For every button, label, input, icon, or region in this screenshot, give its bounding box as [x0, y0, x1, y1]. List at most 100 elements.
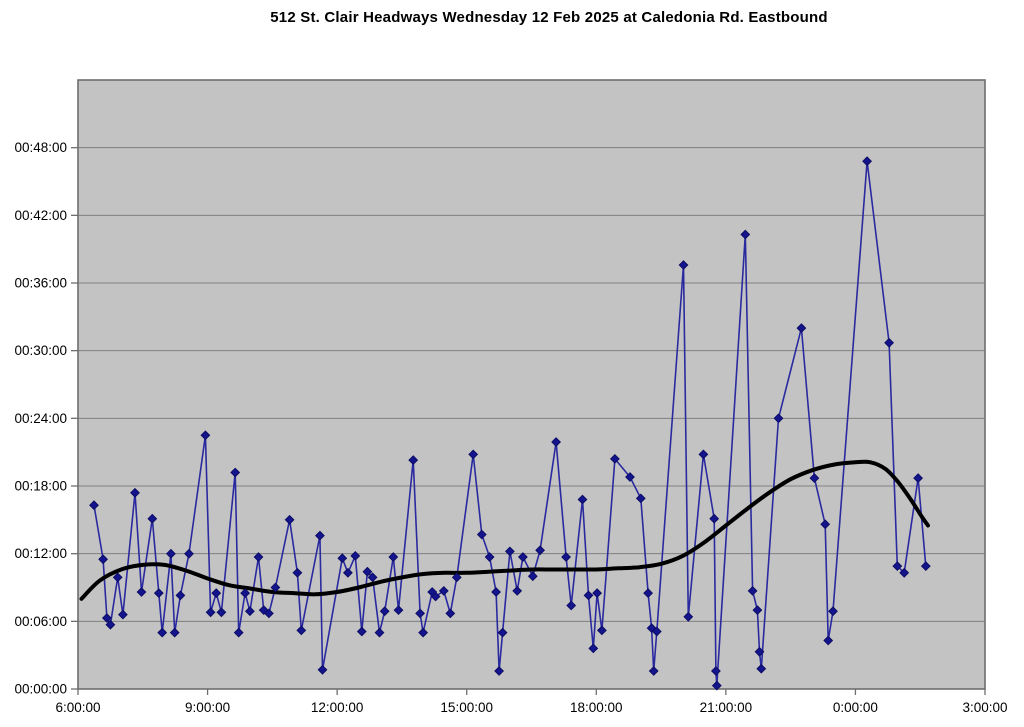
data-point-marker	[244, 606, 255, 617]
data-point-marker	[117, 609, 128, 620]
x-tick-label: 15:00:00	[440, 700, 493, 715]
data-point-marker	[445, 608, 456, 619]
data-point-marker	[796, 323, 807, 334]
data-point-marker	[147, 513, 158, 524]
data-point-marker	[648, 666, 659, 676]
y-tick-label: 00:12:00	[14, 546, 67, 561]
data-point-marker	[263, 608, 274, 619]
data-point-marker	[101, 613, 112, 623]
data-point-marker	[747, 585, 758, 596]
data-point-marker	[920, 561, 931, 572]
data-point-marker	[561, 552, 572, 563]
data-point-marker	[756, 663, 767, 674]
data-point-marker	[484, 552, 495, 563]
data-point-marker	[165, 548, 176, 559]
data-point-marker	[476, 529, 487, 540]
trend-line	[79, 459, 930, 601]
data-point-marker	[430, 591, 441, 602]
data-point-marker	[752, 605, 763, 616]
data-point-marker	[105, 619, 116, 630]
data-point-marker	[588, 643, 599, 654]
data-point-marker	[112, 572, 123, 583]
data-point-marker	[451, 572, 462, 583]
data-point-marker	[683, 611, 694, 622]
data-point-marker	[240, 588, 251, 599]
data-point-marker	[494, 666, 505, 676]
data-point-marker	[773, 413, 784, 424]
data-point-marker	[258, 605, 269, 616]
data-point-marker	[820, 519, 831, 530]
data-point-marker	[517, 552, 528, 563]
data-point-marker	[216, 607, 227, 618]
data-point-marker	[136, 587, 147, 597]
data-point-marker	[862, 156, 873, 167]
x-tick-label: 12:00:00	[311, 700, 364, 715]
data-point-marker	[527, 571, 538, 582]
data-point-marker	[592, 588, 603, 599]
data-point-marker	[153, 588, 164, 599]
data-point-marker	[512, 585, 523, 596]
data-point-marker	[583, 590, 594, 601]
data-point-marker	[884, 337, 895, 348]
data-point-marker	[535, 545, 546, 556]
data-point-marker	[892, 561, 903, 572]
y-tick-label: 00:30:00	[14, 343, 67, 358]
data-point-marker	[646, 623, 657, 634]
data-point-marker	[362, 566, 373, 577]
data-point-marker	[740, 229, 751, 240]
data-point-marker	[504, 546, 515, 557]
data-point-marker	[270, 582, 281, 593]
data-point-marker	[823, 635, 834, 646]
data-point-marker	[200, 430, 211, 441]
data-point-marker	[379, 606, 390, 617]
data-point-marker	[169, 627, 180, 638]
data-point-marker	[418, 627, 429, 638]
data-point-marker	[342, 567, 353, 578]
data-point-marker	[643, 588, 654, 599]
data-point-marker	[314, 530, 325, 541]
data-point-marker	[205, 607, 216, 618]
x-tick-label: 18:00:00	[570, 700, 623, 715]
data-point-marker	[367, 572, 378, 583]
y-tick-label: 00:06:00	[14, 614, 67, 629]
data-point-marker	[292, 567, 303, 578]
data-point-marker	[393, 605, 404, 616]
data-point-marker	[388, 552, 399, 563]
y-tick-label: 00:48:00	[14, 140, 67, 155]
x-tick-label: 21:00:00	[700, 700, 753, 715]
data-point-marker	[651, 626, 662, 637]
data-point-marker	[337, 553, 348, 564]
data-point-marker	[296, 625, 307, 636]
y-tick-label: 00:00:00	[14, 682, 67, 697]
chart-title: 512 St. Clair Headways Wednesday 12 Feb …	[270, 9, 828, 26]
data-point-marker	[754, 646, 765, 657]
data-point-marker	[635, 493, 646, 504]
y-tick-label: 00:18:00	[14, 479, 67, 494]
data-point-marker	[577, 494, 588, 505]
data-point-marker	[678, 260, 689, 270]
data-point-marker	[374, 627, 385, 638]
data-point-marker	[609, 453, 620, 464]
data-point-marker	[566, 600, 577, 611]
data-point-marker	[408, 455, 419, 466]
x-tick-label: 6:00:00	[55, 700, 100, 715]
plot-border	[77, 79, 986, 690]
data-point-marker	[184, 548, 194, 559]
data-point-marker	[356, 626, 367, 637]
data-point-marker	[698, 449, 709, 460]
data-point-marker	[211, 588, 222, 599]
x-tick-label: 3:00:00	[962, 700, 1007, 715]
data-point-marker	[497, 627, 508, 638]
data-point-marker	[233, 627, 244, 638]
data-point-marker	[596, 625, 607, 636]
data-point-marker	[98, 554, 109, 565]
data-point-marker	[491, 587, 502, 597]
data-point-marker	[710, 666, 721, 676]
data-point-marker	[230, 467, 241, 478]
data-point-marker	[175, 590, 186, 601]
data-point-marker	[709, 513, 720, 524]
data-point-marker	[253, 552, 264, 563]
data-point-marker	[89, 500, 99, 511]
